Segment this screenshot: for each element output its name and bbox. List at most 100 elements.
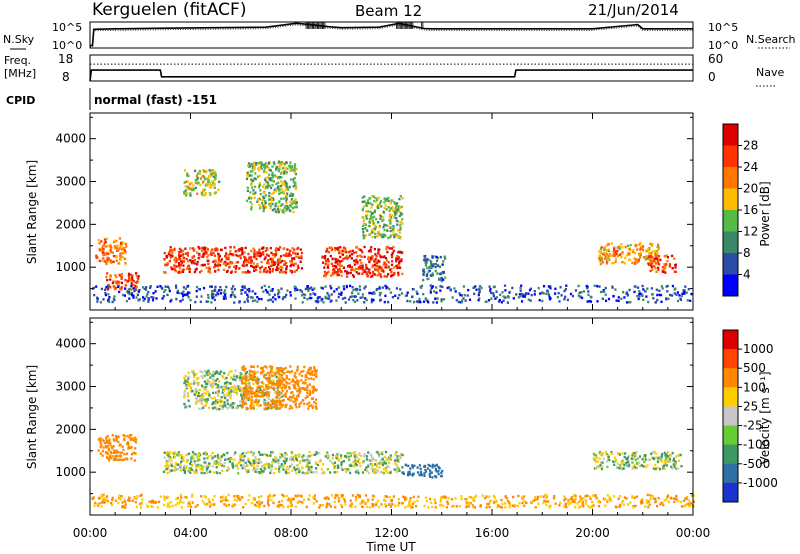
- data-cell: [289, 254, 293, 257]
- data-cell: [271, 171, 274, 174]
- data-cell: [308, 287, 311, 290]
- data-cell: [171, 464, 174, 468]
- data-cell: [282, 368, 285, 371]
- data-cell: [278, 209, 281, 212]
- data-cell: [313, 367, 316, 370]
- data-cell: [595, 496, 598, 499]
- data-cell: [200, 464, 203, 467]
- data-cell: [371, 258, 374, 261]
- data-cell: [412, 300, 416, 304]
- data-cell: [264, 256, 267, 259]
- data-cell: [683, 290, 686, 293]
- data-cell: [214, 191, 217, 194]
- data-cell: [372, 467, 375, 471]
- data-cell: [326, 456, 329, 460]
- data-cell: [330, 287, 333, 290]
- data-cell: [263, 183, 266, 186]
- data-cell: [426, 257, 429, 261]
- data-cell: [395, 217, 398, 220]
- data-cell: [406, 299, 409, 303]
- data-cell: [299, 260, 302, 263]
- data-cell: [259, 385, 263, 388]
- data-cell: [192, 469, 195, 472]
- data-cell: [307, 468, 310, 471]
- data-cell: [649, 242, 652, 246]
- data-cell: [390, 219, 393, 222]
- data-cell: [249, 170, 252, 173]
- data-cell: [308, 404, 311, 408]
- data-cell: [99, 446, 102, 449]
- data-cell: [166, 293, 169, 297]
- data-cell: [117, 262, 120, 265]
- data-cell: [201, 385, 204, 389]
- data-cell: [299, 289, 302, 292]
- data-cell: [123, 498, 126, 501]
- data-cell: [389, 229, 392, 233]
- data-cell: [213, 192, 216, 195]
- data-cell: [211, 402, 214, 406]
- data-cell: [205, 385, 209, 388]
- data-cell: [216, 454, 220, 457]
- data-cell: [323, 471, 326, 475]
- data-cell: [350, 295, 354, 298]
- data-cell: [354, 295, 357, 298]
- data-cell: [114, 456, 117, 460]
- data-cell: [350, 464, 353, 467]
- data-cell: [282, 465, 285, 468]
- data-cell: [185, 194, 188, 197]
- data-cell: [444, 276, 447, 279]
- data-cell: [236, 260, 240, 264]
- data-cell: [170, 266, 173, 269]
- data-cell: [276, 187, 279, 190]
- data-cell: [101, 438, 104, 442]
- data-cell: [106, 452, 110, 456]
- data-cell: [241, 382, 244, 385]
- data-cell: [336, 494, 339, 497]
- data-cell: [413, 464, 416, 467]
- data-cell: [264, 200, 267, 203]
- data-cell: [378, 285, 381, 289]
- data-cell: [359, 464, 362, 468]
- data-cell: [564, 288, 567, 291]
- data-cell: [187, 174, 190, 178]
- data-cell: [255, 163, 258, 166]
- data-cell: [282, 460, 285, 463]
- data-cell: [269, 202, 273, 205]
- data-cell: [638, 295, 641, 298]
- data-cell: [132, 283, 135, 287]
- data-cell: [254, 178, 258, 181]
- data-cell: [241, 378, 244, 382]
- data-cell: [107, 457, 110, 460]
- data-cell: [277, 289, 280, 292]
- data-cell: [666, 460, 669, 463]
- data-cell: [539, 292, 542, 295]
- data-cell: [437, 278, 441, 281]
- data-cell: [130, 282, 133, 285]
- data-cell: [454, 497, 457, 500]
- data-cell: [400, 213, 403, 216]
- data-cell: [196, 178, 199, 181]
- data-cell: [217, 407, 220, 411]
- data-cell: [545, 496, 548, 499]
- data-cell: [384, 266, 387, 269]
- data-cell: [312, 385, 315, 388]
- data-cell: [358, 285, 361, 288]
- data-cell: [404, 294, 407, 298]
- data-cell: [416, 499, 419, 503]
- data-cell: [271, 288, 274, 291]
- noise-search-line: [90, 24, 693, 48]
- data-cell: [369, 453, 372, 456]
- data-cell: [255, 268, 258, 272]
- data-cell: [640, 292, 643, 296]
- data-cell: [238, 301, 241, 304]
- data-cell: [525, 292, 528, 295]
- data-cell: [596, 285, 599, 288]
- data-cell: [184, 374, 187, 378]
- data-cell: [195, 251, 199, 254]
- data-cell: [337, 459, 340, 462]
- data-cell: [612, 295, 615, 298]
- data-cell: [283, 209, 287, 212]
- data-cell: [266, 378, 269, 382]
- data-cell: [359, 259, 362, 262]
